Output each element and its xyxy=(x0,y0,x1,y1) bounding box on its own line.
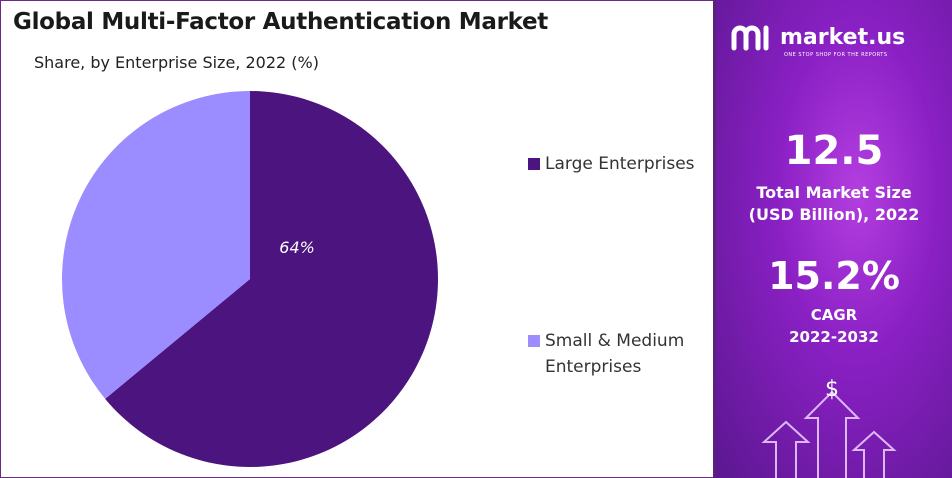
legend-item-large-enterprises: Large Enterprises xyxy=(528,151,705,177)
legend-item-small-medium-enterprises: Small & Medium Enterprises xyxy=(528,328,705,380)
cagr-value: 15.2% xyxy=(768,254,900,298)
pie-slice-label-1: 64% xyxy=(279,238,315,257)
legend-label-small: Small & Medium Enterprises xyxy=(545,328,705,380)
dollar-icon: $ xyxy=(825,377,839,402)
pie-slice-2 xyxy=(61,91,250,399)
legend-label-small-line2: Enterprises xyxy=(545,357,642,377)
legend-swatch-small xyxy=(528,335,540,347)
cagr-label: CAGR xyxy=(810,306,858,324)
legend-label-large: Large Enterprises xyxy=(545,154,695,174)
market-size-label-line1: Total Market Size xyxy=(756,183,912,202)
brand-logo: market.us xyxy=(730,22,905,52)
market-size-value: 12.5 xyxy=(784,128,884,174)
growth-arrows-icon: $ xyxy=(761,377,897,478)
chart-subtitle: Share, by Enterprise Size, 2022 (%) xyxy=(34,53,319,72)
chart-title: Global Multi-Factor Authentication Marke… xyxy=(13,9,549,35)
panel-divider xyxy=(713,0,716,478)
legend-label-small-line1: Small & Medium xyxy=(545,331,685,351)
brand-tagline: ONE STOP SHOP FOR THE REPORTS xyxy=(784,52,888,58)
cagr-period: 2022-2032 xyxy=(789,328,879,346)
market-size-label-line2: (USD Billion), 2022 xyxy=(748,205,920,224)
pie-slice-1 xyxy=(105,91,439,467)
stats-panel: market.us ONE STOP SHOP FOR THE REPORTS … xyxy=(716,0,952,478)
pie-chart: 64% xyxy=(61,91,439,467)
legend-swatch-large xyxy=(528,158,540,170)
chart-panel: Global Multi-Factor Authentication Marke… xyxy=(1,1,713,477)
market-us-logo-icon xyxy=(731,25,769,51)
brand-name: market.us xyxy=(780,24,906,50)
